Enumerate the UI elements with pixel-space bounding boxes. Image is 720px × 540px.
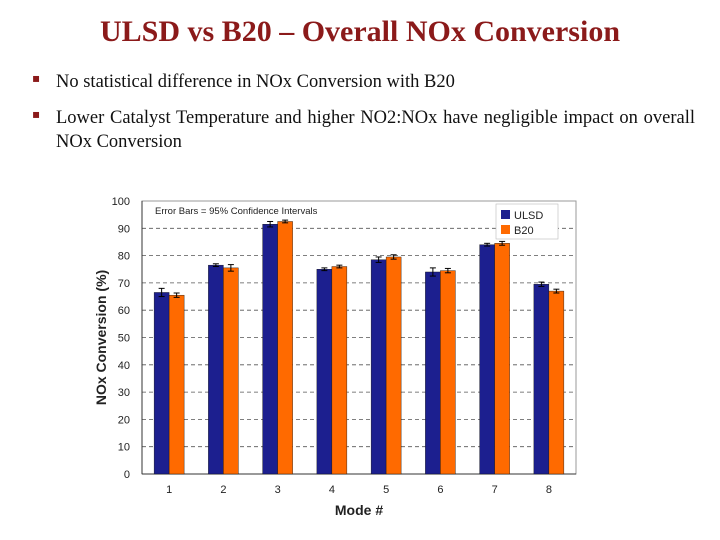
y-tick-label: 90	[118, 223, 130, 235]
x-tick-label: 6	[437, 484, 443, 496]
bullet-list: ▪ No statistical difference in NOx Conve…	[30, 70, 695, 166]
chart-annotation: Error Bars = 95% Confidence Intervals	[155, 206, 318, 217]
y-tick-label: 100	[112, 196, 130, 208]
bar-b20	[223, 267, 239, 475]
x-tick-label: 7	[492, 484, 498, 496]
bar-b20	[440, 270, 456, 475]
x-tick-label: 1	[166, 484, 172, 496]
bar-ulsd	[153, 292, 170, 475]
y-tick-label: 40	[118, 360, 130, 372]
bullet-item: ▪ No statistical difference in NOx Conve…	[30, 70, 695, 94]
x-tick-label: 4	[329, 484, 335, 496]
bar-ulsd	[533, 284, 550, 475]
bar-ulsd	[262, 224, 278, 475]
x-tick-label: 2	[220, 484, 226, 496]
x-axis-title: Mode #	[335, 502, 383, 518]
bullet-marker-icon: ▪	[32, 71, 41, 85]
legend-label: B20	[514, 225, 534, 237]
bar-ulsd	[479, 244, 495, 475]
legend-swatch-b20	[501, 225, 510, 234]
y-tick-label: 0	[124, 469, 130, 481]
bar-b20	[331, 266, 348, 475]
y-tick-label: 30	[118, 387, 130, 399]
y-tick-label: 50	[118, 333, 130, 345]
bar-b20	[168, 294, 185, 475]
bar-ulsd	[425, 271, 441, 475]
x-tick-label: 5	[383, 484, 389, 496]
y-tick-label: 60	[118, 305, 130, 317]
y-tick-label: 80	[118, 251, 130, 263]
y-tick-label: 70	[118, 278, 130, 290]
bullet-marker-icon: ▪	[32, 107, 41, 121]
bar-b20	[385, 256, 402, 475]
bar-ulsd	[316, 269, 333, 475]
y-axis-title: NOx Conversion (%)	[93, 270, 109, 405]
bar-b20	[548, 290, 565, 475]
nox-conversion-chart: 0 10 20 30 40 50 60 70 80 90 100 1 2 3 4 5 6 7 8 Error Bars…	[93, 196, 577, 518]
bar-b20	[494, 243, 510, 475]
y-tick-label: 10	[118, 442, 130, 454]
legend-swatch-ulsd	[501, 210, 510, 219]
bar-ulsd	[370, 259, 387, 475]
bar-b20	[277, 221, 293, 475]
bullet-text: No statistical difference in NOx Convers…	[56, 72, 455, 92]
x-tick-label: 8	[546, 484, 552, 496]
legend-label: ULSD	[514, 210, 543, 222]
bullet-text: Lower Catalyst Temperature and higher NO…	[56, 108, 695, 152]
bullet-item: ▪ Lower Catalyst Temperature and higher …	[30, 106, 695, 154]
x-tick-label: 3	[275, 484, 281, 496]
slide-title: ULSD vs B20 – Overall NOx Conversion	[99, 15, 621, 48]
y-tick-label: 20	[118, 414, 130, 426]
bar-ulsd	[208, 264, 224, 475]
